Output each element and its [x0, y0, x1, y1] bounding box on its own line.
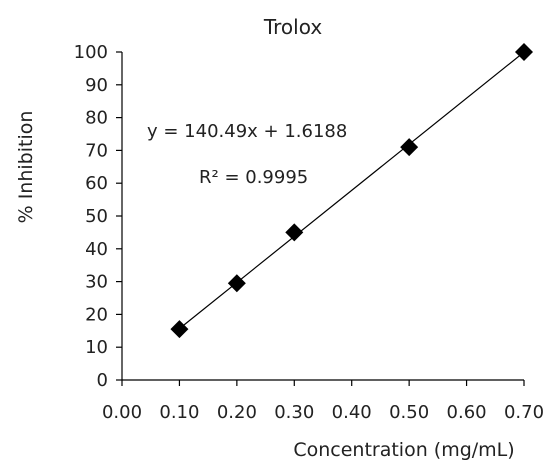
y-tick-label: 10: [85, 337, 108, 358]
x-tick-label: 0.50: [389, 402, 429, 423]
y-tick-label: 40: [85, 239, 108, 260]
y-tick-label: 30: [85, 272, 108, 293]
x-tick-label: 0.40: [332, 402, 372, 423]
data-point: [400, 138, 419, 157]
y-tick-label: 90: [85, 75, 108, 96]
x-axis-title: Concentration (mg/mL): [293, 439, 514, 461]
data-point: [285, 223, 304, 242]
y-tick-label: 100: [74, 42, 108, 63]
y-tick-label: 0: [97, 370, 108, 391]
x-tick-label: 0.70: [504, 402, 544, 423]
data-point: [170, 320, 189, 339]
y-tick-label: 60: [85, 173, 108, 194]
y-tick-label: 50: [85, 206, 108, 227]
y-tick-label: 70: [85, 140, 108, 161]
y-axis-title: % Inhibition: [15, 111, 37, 224]
y-tick-label: 80: [85, 108, 108, 129]
x-tick-label: 0.20: [217, 402, 257, 423]
x-tick-label: 0.10: [159, 402, 199, 423]
trendline: [179, 51, 525, 330]
plot-area: 0 10 20 30 40 50 60 70 80 90 100 0.00 0.10 0.20 0.30 0.…: [74, 42, 544, 423]
data-point: [227, 274, 246, 293]
chart-title: Trolox: [263, 15, 322, 39]
data-point: [515, 43, 533, 61]
x-tick-label: 0.60: [447, 402, 487, 423]
trendline-equation: y = 140.49x + 1.6188: [147, 121, 347, 142]
trendline-r-squared: R² = 0.9995: [199, 167, 308, 188]
x-tick-label: 0.30: [274, 402, 314, 423]
y-tick-label: 20: [85, 304, 108, 325]
x-tick-label: 0.00: [102, 402, 142, 423]
